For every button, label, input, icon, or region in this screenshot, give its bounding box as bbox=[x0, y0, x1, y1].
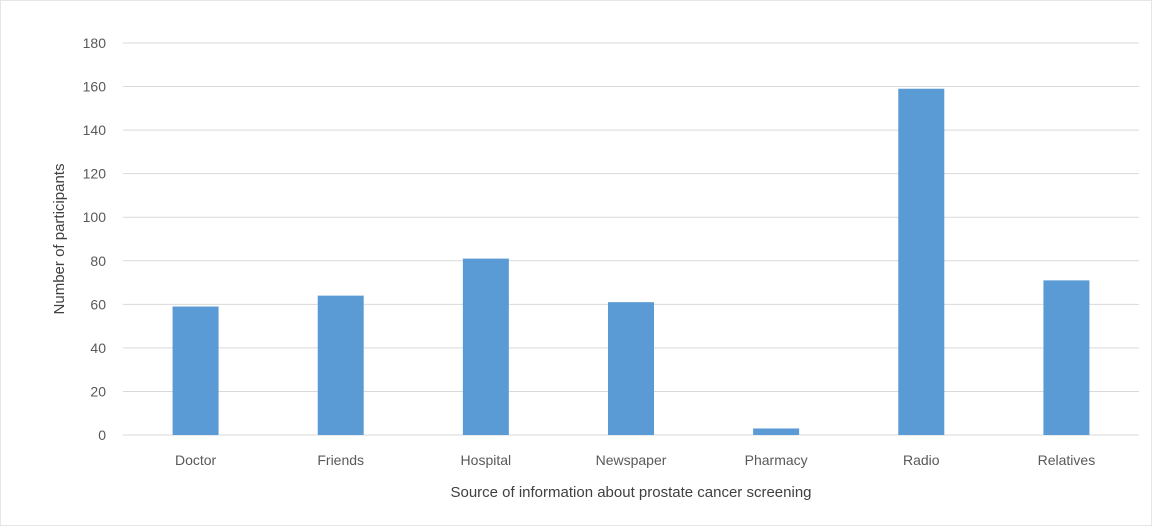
y-tick-label: 60 bbox=[90, 296, 106, 312]
x-axis-title: Source of information about prostate can… bbox=[450, 484, 811, 501]
bar-relatives bbox=[1043, 280, 1090, 435]
y-tick-label: 40 bbox=[90, 340, 106, 356]
y-tick-label: 100 bbox=[83, 209, 107, 225]
bar-pharmacy bbox=[753, 428, 800, 435]
x-tick-label: Newspaper bbox=[596, 452, 667, 468]
y-axis-ticks: 0 20 40 60 80 100 120 140 160 180 bbox=[83, 35, 107, 443]
x-tick-label: Relatives bbox=[1038, 452, 1096, 468]
y-tick-label: 180 bbox=[83, 35, 107, 51]
y-tick-label: 160 bbox=[83, 79, 107, 95]
x-tick-label: Pharmacy bbox=[745, 452, 808, 468]
bar-doctor bbox=[172, 306, 219, 435]
y-tick-label: 80 bbox=[90, 253, 106, 269]
gridlines bbox=[123, 42, 1139, 436]
y-tick-label: 20 bbox=[90, 383, 106, 399]
bar-friends bbox=[317, 295, 364, 435]
bar-hospital bbox=[462, 258, 509, 435]
bar-radio bbox=[898, 88, 945, 435]
x-tick-label: Doctor bbox=[175, 452, 217, 468]
y-tick-label: 0 bbox=[98, 427, 106, 443]
bar-newspaper bbox=[608, 302, 654, 435]
x-tick-label: Hospital bbox=[461, 452, 512, 468]
y-tick-label: 120 bbox=[83, 166, 107, 182]
x-tick-label: Friends bbox=[317, 452, 364, 468]
x-tick-label: Radio bbox=[903, 452, 940, 468]
y-axis-title: Number of participants bbox=[51, 164, 68, 315]
y-tick-label: 140 bbox=[83, 122, 107, 138]
bars bbox=[172, 88, 1090, 435]
x-axis-ticks: Doctor Friends Hospital Newspaper Pharmacy Ra… bbox=[175, 452, 1095, 468]
